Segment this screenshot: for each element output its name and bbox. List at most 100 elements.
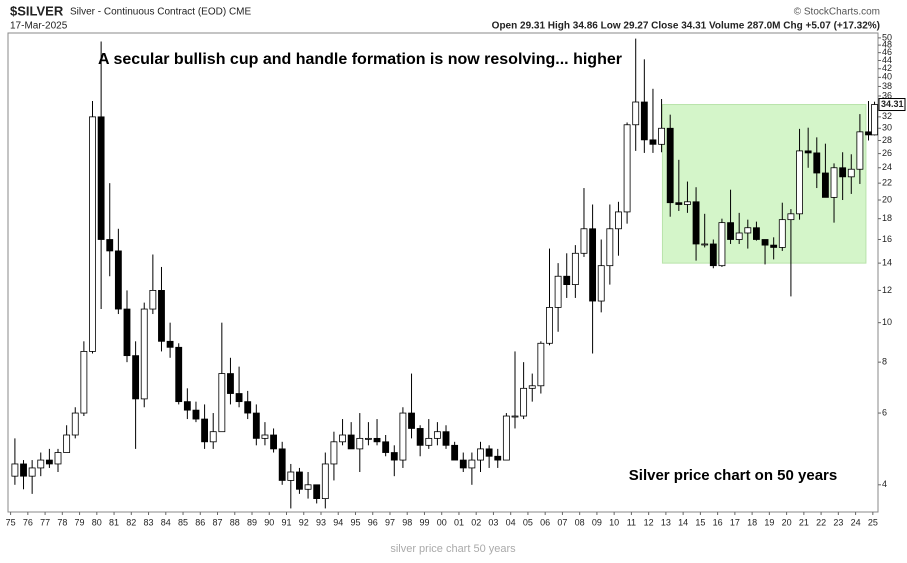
x-tick-label: 15: [695, 517, 705, 527]
candle-body: [606, 228, 614, 267]
y-tick-label: 48: [882, 39, 892, 49]
candle-body: [451, 444, 459, 461]
y-tick-label: 28: [882, 135, 892, 145]
candle-body: [37, 459, 45, 469]
candle-body: [804, 150, 812, 154]
price-tag: 34.31: [881, 99, 904, 109]
candle-body: [796, 150, 803, 215]
candle-body: [149, 290, 157, 310]
candle-body: [11, 463, 19, 477]
candle-body: [684, 201, 691, 205]
x-tick-label: 92: [299, 517, 309, 527]
y-tick-label: 18: [882, 213, 892, 223]
candle-body: [658, 127, 665, 145]
candle-body: [821, 172, 829, 198]
x-tick-label: 19: [764, 517, 774, 527]
candle-body: [761, 239, 769, 246]
candle-body: [511, 415, 519, 418]
x-tick-label: 13: [661, 517, 671, 527]
candle-body: [871, 104, 878, 136]
candle-body: [330, 441, 338, 465]
candle-body: [520, 387, 528, 417]
candle-body: [580, 228, 588, 254]
candle-body: [425, 437, 433, 446]
candle-body: [287, 471, 295, 481]
candle-body: [847, 168, 855, 178]
candle-body: [416, 428, 424, 446]
x-tick-label: 10: [609, 517, 619, 527]
candle-body: [546, 307, 553, 344]
candle-body: [528, 385, 536, 389]
candle-body: [770, 244, 778, 248]
x-tick-label: 84: [161, 517, 171, 527]
candle-body: [192, 409, 200, 420]
candle-body: [80, 351, 88, 414]
y-tick-label: 46: [882, 47, 892, 57]
candle-body: [666, 127, 674, 204]
candle-body: [615, 211, 622, 230]
candle-body: [744, 227, 752, 234]
candle-body: [718, 222, 726, 267]
x-tick-label: 95: [350, 517, 360, 527]
candle-body: [537, 342, 545, 387]
candle-body: [140, 308, 148, 400]
x-tick-label: 21: [799, 517, 809, 527]
candle-body: [597, 265, 605, 302]
candle-body: [735, 232, 743, 240]
x-tick-label: 78: [57, 517, 67, 527]
candle-body: [390, 452, 398, 461]
y-tick-label: 32: [882, 111, 892, 121]
candle-body: [166, 340, 174, 348]
candle-body: [227, 373, 234, 394]
x-tick-label: 80: [92, 517, 102, 527]
candle-body: [89, 116, 96, 352]
candle-body: [304, 484, 312, 490]
y-tick-label: 38: [882, 81, 892, 91]
candle-body: [218, 373, 226, 433]
candle-body: [701, 243, 709, 246]
candle-body: [709, 243, 717, 267]
x-tick-label: 97: [385, 517, 395, 527]
x-tick-label: 16: [713, 517, 723, 527]
x-tick-label: 06: [540, 517, 550, 527]
candle-body: [839, 167, 847, 178]
candle-body: [485, 448, 493, 457]
x-tick-label: 02: [471, 517, 481, 527]
x-tick-label: 96: [368, 517, 378, 527]
y-tick-label: 50: [882, 32, 892, 42]
source: © StockCharts.com: [794, 7, 880, 18]
candle-body: [347, 434, 355, 450]
candle-body: [261, 434, 269, 439]
candle-body: [477, 448, 484, 461]
candle-body: [753, 227, 760, 240]
candle-body: [399, 412, 407, 461]
candle-body: [640, 101, 648, 141]
candle-body: [364, 437, 372, 440]
candle-body: [787, 213, 795, 221]
stats: Open 29.31 High 34.86 Low 29.27 Close 34…: [492, 21, 880, 32]
candle-body: [235, 393, 243, 403]
candle-body: [433, 431, 441, 439]
candle-body: [71, 412, 79, 436]
annotation: Silver price chart on 50 years: [629, 467, 837, 484]
candle-body: [373, 437, 381, 443]
candle-body: [623, 124, 631, 213]
y-tick-label: 24: [882, 162, 892, 172]
y-tick-label: 42: [882, 63, 892, 73]
x-tick-label: 00: [437, 517, 447, 527]
date: 17-Mar-2025: [10, 21, 68, 32]
x-tick-label: 75: [6, 517, 16, 527]
candle-body: [296, 471, 303, 490]
price-tag-box: [878, 98, 906, 112]
x-tick-label: 99: [419, 517, 429, 527]
x-tick-label: 14: [678, 517, 688, 527]
y-tick-label: 22: [882, 178, 892, 188]
y-tick-label: 44: [882, 55, 892, 65]
x-tick-label: 20: [782, 517, 792, 527]
x-tick-label: 17: [730, 517, 740, 527]
x-tick-label: 01: [454, 517, 464, 527]
annotation: A secular bullish cup and handle formati…: [98, 51, 622, 68]
candle-body: [632, 101, 640, 126]
x-tick-label: 77: [40, 517, 50, 527]
